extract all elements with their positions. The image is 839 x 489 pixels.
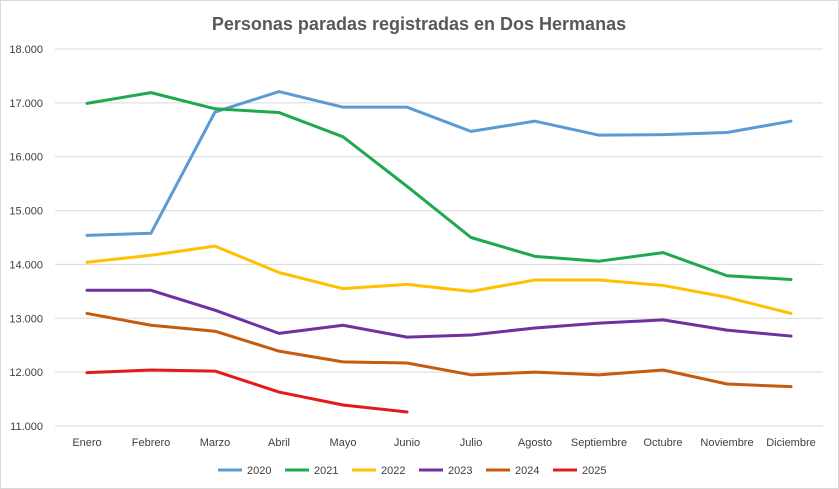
legend-label: 2025 bbox=[582, 465, 606, 477]
y-tick-label: 18.000 bbox=[9, 44, 43, 56]
x-tick-label: Marzo bbox=[200, 437, 231, 449]
series-line-2025 bbox=[85, 368, 409, 414]
x-tick-label: Diciembre bbox=[766, 437, 816, 449]
legend-item-2023: 2023 bbox=[419, 465, 472, 477]
x-tick-label: Noviembre bbox=[700, 437, 753, 449]
series-lines bbox=[85, 90, 793, 414]
x-tick-label: Julio bbox=[460, 437, 483, 449]
legend-item-2021: 2021 bbox=[285, 465, 338, 477]
x-tick-label: Abril bbox=[268, 437, 290, 449]
y-tick-label: 13.000 bbox=[9, 313, 43, 325]
legend-label: 2024 bbox=[515, 465, 539, 477]
legend-label: 2020 bbox=[247, 465, 271, 477]
chart-title: Personas paradas registradas en Dos Herm… bbox=[212, 14, 626, 34]
x-tick-label: Septiembre bbox=[571, 437, 627, 449]
x-axis-tick-labels: Enero Febrero Marzo Abril Mayo Junio Julio Agos… bbox=[72, 437, 815, 449]
y-tick-label: 16.000 bbox=[9, 152, 43, 164]
x-tick-label: Junio bbox=[394, 437, 420, 449]
legend-item-2025: 2025 bbox=[553, 465, 606, 477]
x-tick-label: Febrero bbox=[132, 437, 171, 449]
y-tick-label: 15.000 bbox=[9, 206, 43, 218]
legend-label: 2022 bbox=[381, 465, 405, 477]
y-tick-label: 17.000 bbox=[9, 98, 43, 110]
y-tick-label: 11.000 bbox=[10, 421, 43, 433]
legend-label: 2021 bbox=[314, 465, 338, 477]
series-line-2021 bbox=[85, 91, 793, 282]
series-line-2022 bbox=[85, 244, 793, 315]
y-tick-label: 12.000 bbox=[9, 367, 43, 379]
x-tick-label: Octubre bbox=[643, 437, 682, 449]
series-line-2024 bbox=[85, 311, 793, 389]
legend-label: 2023 bbox=[448, 465, 472, 477]
y-axis-tick-labels: 11.000 12.000 13.000 14.000 15.000 16.000 17.0… bbox=[9, 44, 43, 433]
legend-item-2022: 2022 bbox=[352, 465, 405, 477]
x-tick-label: Enero bbox=[72, 437, 101, 449]
legend-item-2020: 2020 bbox=[218, 465, 271, 477]
x-tick-label: Mayo bbox=[330, 437, 357, 449]
series-line-2020 bbox=[85, 90, 793, 237]
legend-item-2024: 2024 bbox=[486, 465, 539, 477]
series-line-2023 bbox=[85, 288, 793, 339]
x-tick-label: Agosto bbox=[518, 437, 552, 449]
legend: 2020 2021 2022 2023 2024 2025 bbox=[218, 465, 606, 477]
y-tick-label: 14.000 bbox=[9, 259, 43, 271]
